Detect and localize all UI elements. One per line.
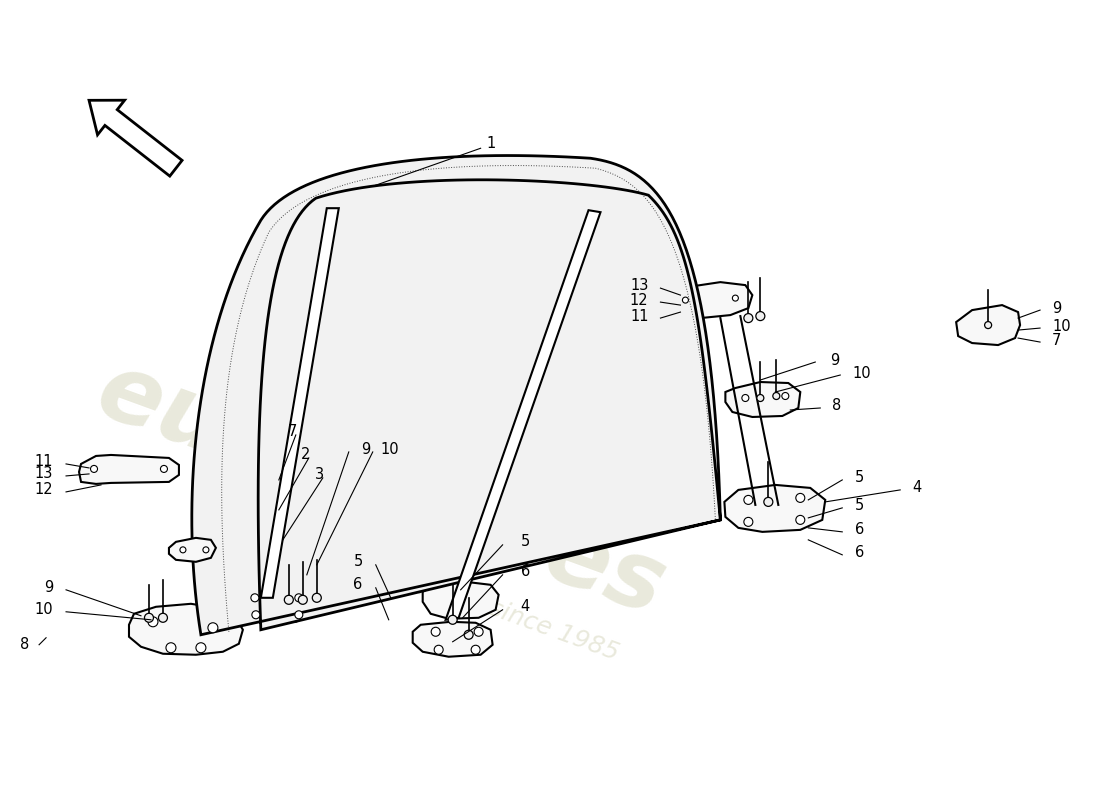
Circle shape — [196, 642, 206, 653]
Text: 1: 1 — [486, 136, 496, 150]
Polygon shape — [725, 382, 801, 417]
Polygon shape — [236, 585, 312, 622]
Text: eurospares: eurospares — [85, 345, 678, 635]
Circle shape — [682, 297, 689, 303]
Circle shape — [208, 622, 218, 633]
Circle shape — [90, 466, 98, 473]
Text: 2: 2 — [301, 447, 310, 462]
Circle shape — [984, 322, 991, 329]
Text: 4: 4 — [520, 599, 530, 614]
Text: 6: 6 — [855, 522, 865, 538]
Circle shape — [431, 627, 440, 636]
Text: 13: 13 — [630, 278, 649, 293]
Circle shape — [166, 642, 176, 653]
Polygon shape — [89, 100, 183, 176]
Circle shape — [756, 311, 764, 321]
Circle shape — [744, 314, 752, 322]
Circle shape — [773, 393, 780, 399]
Text: 5: 5 — [520, 534, 530, 550]
Polygon shape — [956, 305, 1020, 345]
Circle shape — [744, 518, 752, 526]
Polygon shape — [412, 622, 493, 657]
Circle shape — [298, 595, 307, 604]
Circle shape — [474, 627, 483, 636]
Text: 6: 6 — [520, 564, 530, 579]
Text: 11: 11 — [34, 454, 53, 470]
Circle shape — [251, 594, 258, 602]
Text: 10: 10 — [1052, 318, 1070, 334]
Text: 10: 10 — [34, 602, 53, 618]
Text: 9: 9 — [44, 580, 53, 595]
Circle shape — [434, 646, 443, 654]
Circle shape — [312, 594, 321, 602]
Circle shape — [144, 614, 154, 622]
Circle shape — [158, 614, 167, 622]
Circle shape — [795, 515, 805, 524]
Circle shape — [148, 617, 158, 626]
Polygon shape — [446, 210, 601, 620]
Polygon shape — [79, 455, 179, 484]
Polygon shape — [422, 582, 498, 618]
Text: 8: 8 — [833, 398, 842, 414]
Circle shape — [295, 610, 302, 618]
Text: 3: 3 — [316, 467, 324, 482]
Text: 4: 4 — [912, 481, 922, 495]
Circle shape — [448, 615, 458, 624]
Text: 9: 9 — [361, 442, 370, 458]
Circle shape — [252, 610, 260, 618]
Text: 11: 11 — [630, 309, 649, 323]
Circle shape — [733, 295, 738, 301]
Text: 6: 6 — [353, 578, 363, 592]
Polygon shape — [725, 485, 825, 532]
Text: 10: 10 — [852, 366, 871, 381]
Circle shape — [763, 498, 773, 506]
Circle shape — [464, 630, 473, 639]
Circle shape — [782, 393, 789, 399]
Text: 12: 12 — [34, 482, 53, 498]
Circle shape — [202, 547, 209, 553]
Polygon shape — [191, 155, 720, 634]
Circle shape — [471, 646, 480, 654]
Text: 7: 7 — [1052, 333, 1062, 347]
Circle shape — [180, 547, 186, 553]
Text: 7: 7 — [288, 425, 297, 439]
Text: 9: 9 — [830, 353, 839, 367]
Polygon shape — [129, 604, 243, 654]
Polygon shape — [669, 282, 752, 318]
Circle shape — [161, 466, 167, 473]
Text: a passion for parts since 1985: a passion for parts since 1985 — [260, 514, 623, 666]
Polygon shape — [169, 538, 216, 562]
Text: 10: 10 — [381, 442, 399, 458]
Text: 5: 5 — [855, 498, 865, 514]
Text: 12: 12 — [630, 293, 649, 308]
Text: 8: 8 — [20, 638, 29, 652]
Polygon shape — [261, 208, 339, 598]
Circle shape — [295, 594, 302, 602]
Circle shape — [757, 394, 763, 402]
Circle shape — [744, 495, 752, 504]
Circle shape — [284, 595, 294, 604]
Circle shape — [741, 394, 749, 402]
Text: 6: 6 — [855, 546, 865, 560]
Text: 9: 9 — [1052, 301, 1062, 315]
Circle shape — [795, 494, 805, 502]
Text: 5: 5 — [353, 554, 363, 570]
Text: 5: 5 — [855, 470, 865, 486]
Text: 13: 13 — [35, 466, 53, 482]
